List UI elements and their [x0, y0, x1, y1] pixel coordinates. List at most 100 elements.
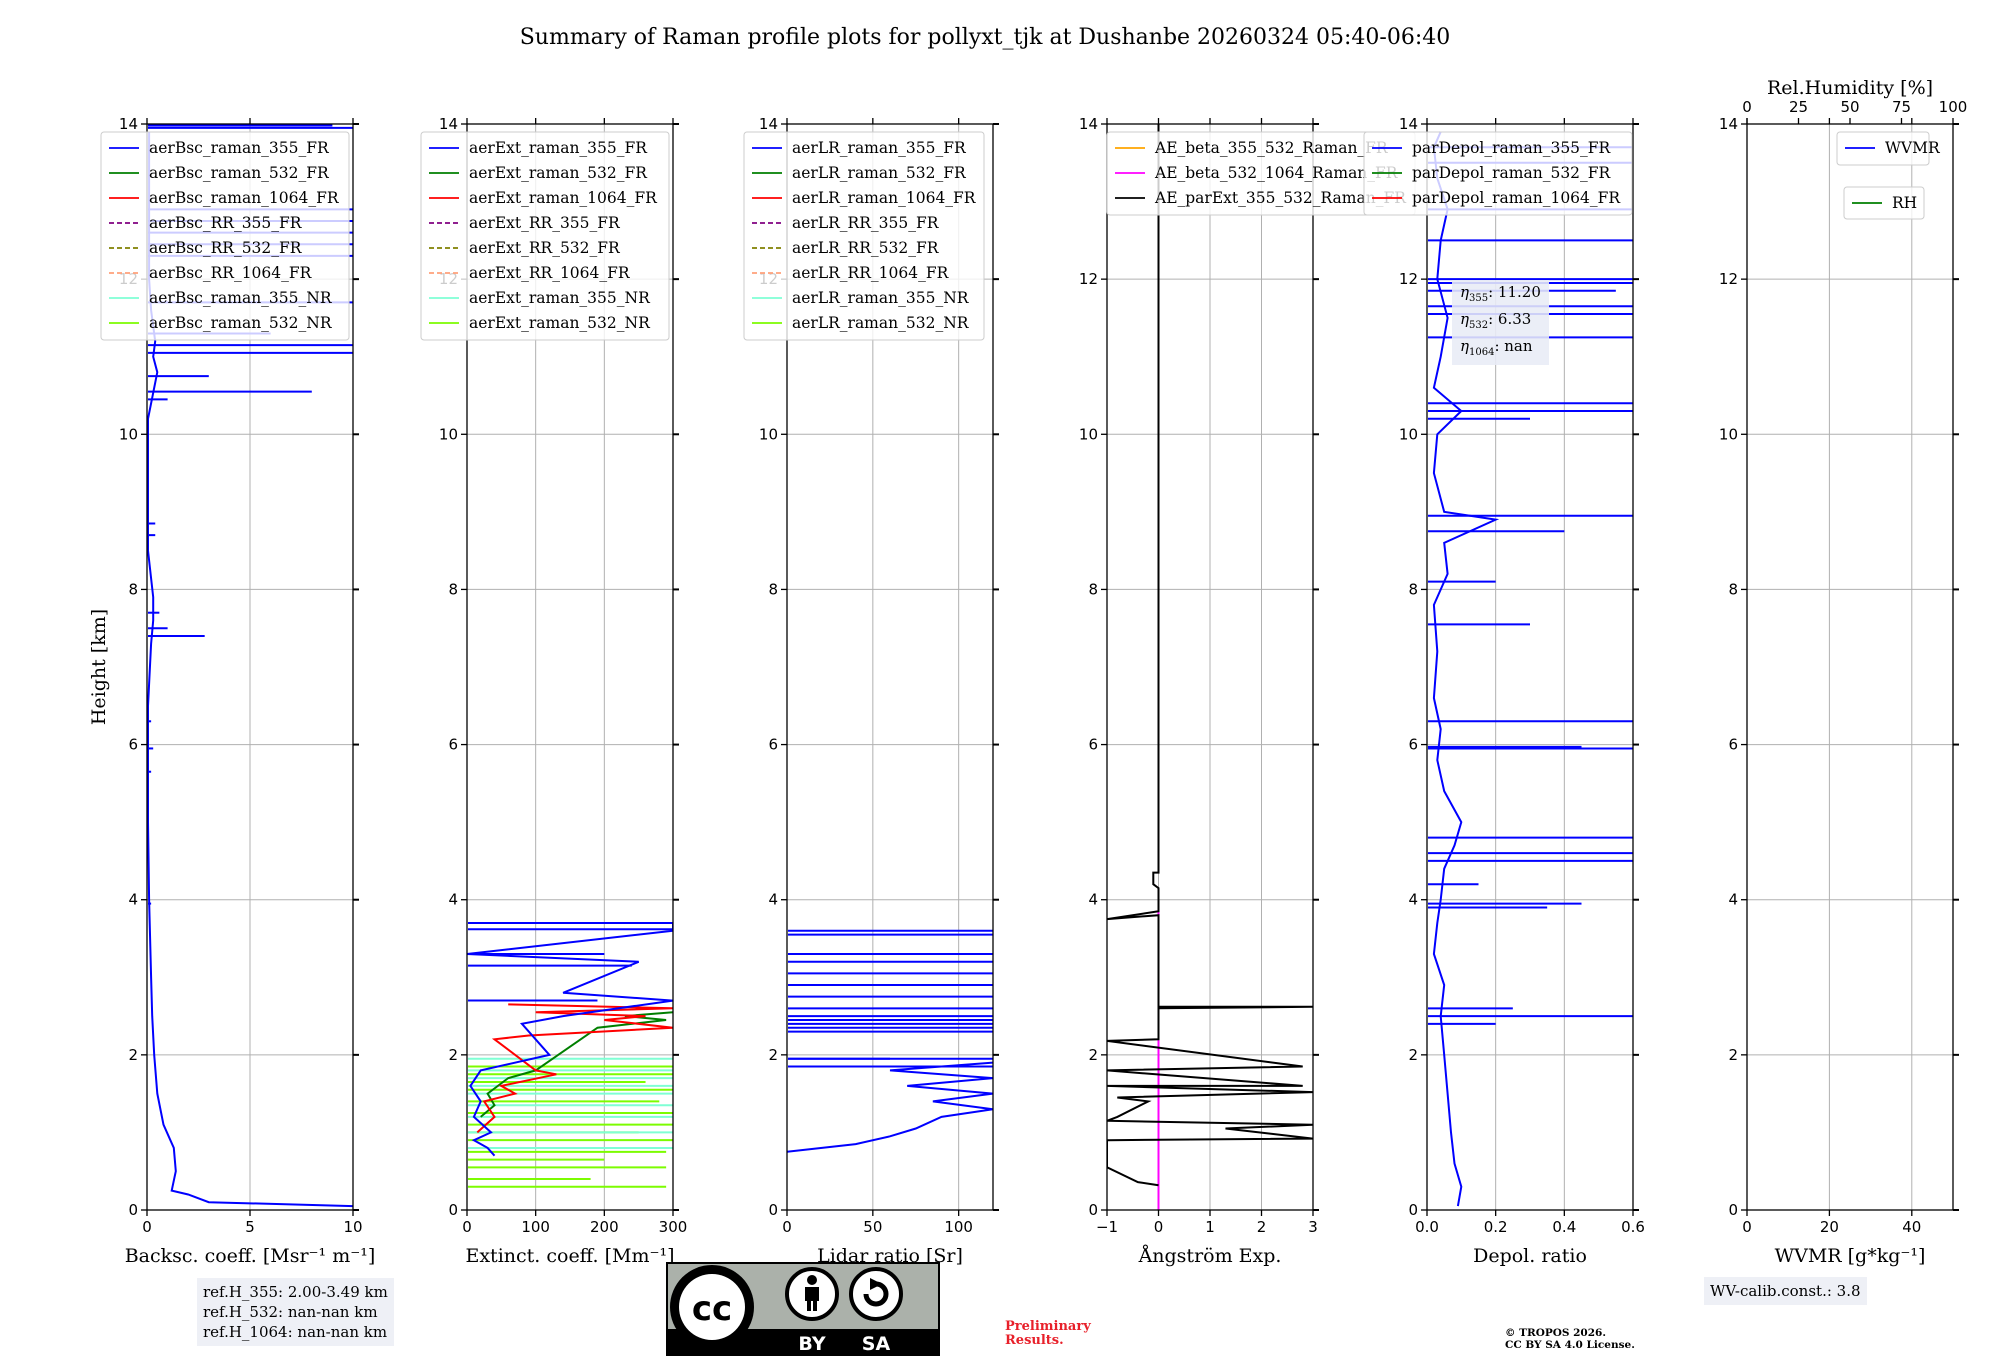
y-tick-label: 2: [1728, 1046, 1738, 1064]
y-tick-label: 14: [1399, 115, 1418, 133]
x-tick-label: 0.6: [1621, 1218, 1645, 1236]
y-tick-label: 0: [768, 1201, 778, 1219]
legend-label: AE_beta_355_532_Raman_FR: [1154, 139, 1389, 157]
y-tick-label: 14: [119, 115, 138, 133]
x-tick-label: 2: [1257, 1218, 1267, 1236]
top-axis-label: Rel.Humidity [%]: [1767, 77, 1933, 99]
legend-frame: [1843, 186, 1925, 220]
svg-text:cc: cc: [692, 1289, 732, 1329]
wv-calibration-box: WV-calib.const.: 3.8: [1704, 1277, 1867, 1305]
y-tick-label: 0: [1408, 1201, 1418, 1219]
x-tick-label: 0.2: [1484, 1218, 1508, 1236]
legend: parDepol_raman_355_FR parDepol_raman_532_…: [1363, 131, 1633, 216]
legend-label: aerBsc_RR_532_FR: [149, 239, 303, 257]
legend: aerLR_raman_355_FR aerLR_raman_532_FR aerL…: [743, 131, 985, 341]
reference-height-box: ref.H_355: 2.00-3.49 km ref.H_532: nan-n…: [197, 1278, 394, 1346]
preliminary-results-note: Preliminary Results.: [1005, 1319, 1091, 1348]
data-layer: [467, 921, 673, 1188]
y-tick-label: 8: [1088, 580, 1098, 598]
copyright-note: © TROPOS 2026. CC BY SA 4.0 License.: [1505, 1327, 1635, 1351]
data-layer: [787, 929, 993, 1153]
legend-label: parDepol_raman_1064_FR: [1412, 189, 1621, 207]
legend-label: AE_parExt_355_532_Raman_FR: [1154, 189, 1407, 207]
y-tick-label: 14: [439, 115, 458, 133]
y-tick-label: 8: [1728, 580, 1738, 598]
x-tick-label: 10: [343, 1218, 362, 1236]
panel-depol: 0.0 0.2 0.4 0.6 0 2 4 6 8 10 12 14 Depol. ratio parDe…: [1363, 115, 1645, 1267]
y-tick-label: 6: [1408, 736, 1418, 754]
legend-label: AE_beta_532_1064_Raman_FR: [1154, 164, 1399, 182]
legend: AE_beta_355_532_Raman_FR AE_beta_532_1064…: [1106, 131, 1416, 216]
legend-label: aerLR_RR_1064_FR: [792, 264, 950, 282]
by-label: BY: [798, 1333, 825, 1355]
panel-lr: 05010002468101214Lidar ratio [Sr]aerLR_r…: [743, 115, 999, 1267]
legend-label: aerLR_raman_532_NR: [792, 314, 970, 332]
y-tick-label: 0: [1728, 1201, 1738, 1219]
y-tick-label: 8: [128, 580, 138, 598]
series-line: [467, 923, 673, 1157]
x-tick-label: 300: [659, 1218, 688, 1236]
y-tick-label: 2: [1088, 1046, 1098, 1064]
y-tick-label: 0: [128, 1201, 138, 1219]
x-axis-label: Depol. ratio: [1473, 1245, 1587, 1267]
x-axis-label: Extinct. coeff. [Mm⁻¹]: [465, 1245, 674, 1267]
eta-532: η532: 6.33: [1460, 310, 1532, 331]
legend: aerExt_raman_355_FR aerExt_raman_532_FRae…: [420, 131, 670, 341]
y-tick-label: 10: [439, 425, 458, 443]
x-tick-label: −1: [1096, 1218, 1118, 1236]
y-tick-label: 14: [1079, 115, 1098, 133]
legend-label: aerLR_RR_532_FR: [792, 239, 940, 257]
panel-ext: 010020030002468101214Extinct. coeff. [Mm…: [420, 115, 688, 1267]
series-line: [1432, 131, 1500, 1207]
y-tick-label: 2: [128, 1046, 138, 1064]
eta-355: η355: 11.20: [1460, 283, 1541, 304]
x-tick-label: 50: [863, 1218, 882, 1236]
y-tick-label: 8: [448, 580, 458, 598]
y-tick-label: 10: [1079, 425, 1098, 443]
legend-label: aerBsc_raman_355_NR: [149, 289, 333, 307]
y-tick-label: 12: [1719, 270, 1738, 288]
legend-label: aerExt_RR_1064_FR: [469, 264, 631, 282]
legend-label: parDepol_raman_532_FR: [1412, 164, 1612, 182]
series-line: [787, 1061, 993, 1153]
y-tick-label: 6: [1728, 736, 1738, 754]
legend-label: aerLR_raman_1064_FR: [792, 189, 977, 207]
legend-label: parDepol_raman_355_FR: [1412, 139, 1612, 157]
eta-1064: η1064: nan: [1460, 337, 1533, 358]
y-tick-label: 4: [768, 891, 778, 909]
y-tick-label: 10: [119, 425, 138, 443]
top-x-tick-label: 75: [1892, 98, 1911, 116]
legend-label: aerLR_raman_355_NR: [792, 289, 970, 307]
legend: aerBsc_raman_355_FR aerBsc_raman_532_FRae…: [100, 131, 350, 341]
legend-label: WVMR: [1885, 139, 1941, 157]
y-tick-label: 10: [1719, 425, 1738, 443]
x-tick-label: 100: [521, 1218, 550, 1236]
x-tick-label: 0: [1154, 1218, 1164, 1236]
x-tick-label: 0: [142, 1218, 152, 1236]
x-tick-label: 0.4: [1552, 1218, 1576, 1236]
figure-title: Summary of Raman profile plots for polly…: [520, 25, 1451, 50]
x-axis-label: Ångström Exp.: [1138, 1245, 1282, 1267]
ref-h-532: ref.H_532: nan-nan km: [203, 1303, 378, 1321]
legend-label: aerBsc_raman_532_NR: [149, 314, 333, 332]
y-tick-label: 12: [1079, 270, 1098, 288]
top-x-tick-label: 25: [1789, 98, 1808, 116]
ref-h-1064: ref.H_1064: nan-nan km: [203, 1323, 388, 1341]
y-tick-label: 6: [768, 736, 778, 754]
legend-frame: [1836, 131, 1930, 166]
y-tick-label: 4: [128, 891, 138, 909]
legend-label: aerLR_RR_355_FR: [792, 214, 940, 232]
x-axis-label: WVMR [g*kg⁻¹]: [1775, 1245, 1926, 1267]
x-tick-label: 3: [1308, 1218, 1318, 1236]
x-tick-label: 100: [944, 1218, 973, 1236]
axes-frame: [466, 123, 674, 1211]
cc-license-badge: cc BY SA: [666, 1262, 940, 1356]
wv-calib-const: WV-calib.const.: 3.8: [1710, 1282, 1861, 1300]
x-tick-label: 0.0: [1415, 1218, 1439, 1236]
legend-label: aerBsc_raman_355_FR: [149, 139, 330, 157]
legend-label: aerExt_raman_1064_FR: [469, 189, 658, 207]
legend-label: RH: [1892, 194, 1917, 212]
top-x-tick-label: 0: [1742, 98, 1752, 116]
ref-h-355: ref.H_355: 2.00-3.49 km: [203, 1283, 388, 1301]
